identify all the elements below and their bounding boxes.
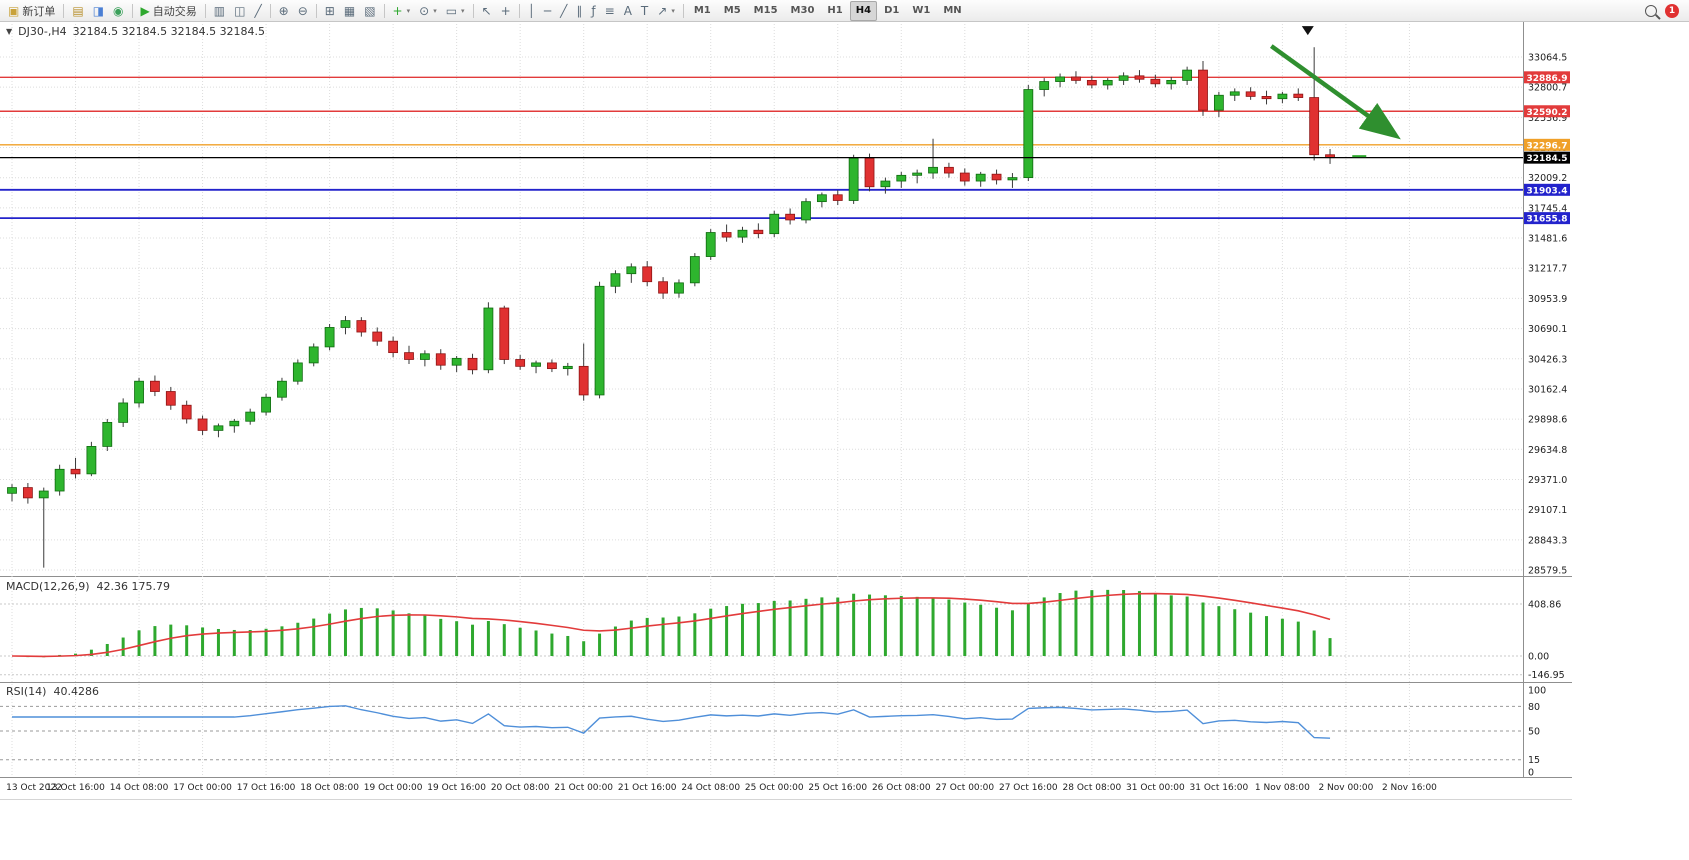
timeframe-button-m1[interactable]: M1 bbox=[693, 5, 711, 16]
macd-indicator-label: MACD(12,26,9) 42.36 175.79 bbox=[6, 580, 170, 593]
macd-name: MACD(12,26,9) bbox=[6, 580, 90, 593]
macd-panel-region[interactable] bbox=[0, 577, 1523, 682]
rsi-indicator-label: RSI(14) 40.4286 bbox=[6, 685, 99, 698]
trendline-tool-icon: ╱ bbox=[560, 3, 568, 18]
auto-arrange-icon[interactable]: ▦ bbox=[340, 2, 359, 20]
new-order-button[interactable]: ▣ 新订单 bbox=[4, 2, 59, 20]
toolbar-separator bbox=[682, 3, 684, 18]
autotrade-button[interactable]: ▶ 自动交易 bbox=[137, 2, 201, 20]
bar-chart-icon[interactable]: ▥ bbox=[210, 2, 229, 20]
main-chart-region[interactable] bbox=[0, 21, 1523, 576]
cursor-tool-icon[interactable]: ↖ bbox=[478, 2, 496, 20]
chart-caption[interactable]: ▼ DJ30-,H4 32184.5 32184.5 32184.5 32184… bbox=[6, 25, 265, 38]
line-chart-icon: ╱ bbox=[254, 3, 262, 18]
fibonacci-tool-icon[interactable]: ƒ bbox=[587, 2, 599, 20]
toolbar-separator bbox=[269, 3, 271, 18]
time-axis[interactable] bbox=[0, 777, 1572, 799]
template-button[interactable]: ▭ ▾ bbox=[442, 2, 469, 20]
toolbar-separator bbox=[63, 3, 65, 18]
new-order-button-label: 新订单 bbox=[22, 4, 56, 18]
text-label-tool-icon: T bbox=[640, 3, 649, 18]
timeframe-button-m30[interactable]: M30 bbox=[790, 5, 815, 16]
timeframe-button-h4[interactable]: H4 bbox=[849, 0, 878, 21]
rsi-name: RSI(14) bbox=[6, 685, 47, 698]
timeframe-button-d1[interactable]: D1 bbox=[884, 5, 900, 16]
auto-arrange-icon: ▦ bbox=[343, 3, 356, 18]
period-selector-icon: ⊙ bbox=[419, 3, 430, 18]
crosshair-tool-icon[interactable]: + bbox=[497, 2, 515, 20]
vertical-line-tool-icon[interactable]: │ bbox=[524, 2, 539, 20]
profile-icon: ◨ bbox=[92, 3, 105, 18]
text-tool-icon[interactable]: A bbox=[620, 2, 636, 20]
zoom-in-icon[interactable]: ⊕ bbox=[275, 2, 293, 20]
candlestick-chart-icon: ◫ bbox=[234, 3, 246, 18]
price-axis[interactable] bbox=[1523, 21, 1573, 777]
rsi-value: 40.4286 bbox=[53, 685, 99, 698]
macd-values: 42.36 175.79 bbox=[96, 580, 171, 593]
timeframe-button-h1[interactable]: H1 bbox=[827, 5, 843, 16]
chart-shift-icon: ▧ bbox=[364, 3, 376, 18]
timeframe-button-mn[interactable]: MN bbox=[943, 5, 962, 16]
fibo-lines-tool-icon[interactable]: ≡ bbox=[601, 2, 619, 20]
profile-icon[interactable]: ◨ bbox=[89, 2, 108, 20]
toolbar-separator bbox=[131, 3, 133, 18]
collapse-icon[interactable]: ▼ bbox=[6, 27, 13, 36]
new-chart-icon: + bbox=[392, 3, 403, 18]
horizontal-line-tool-icon[interactable]: ─ bbox=[540, 2, 555, 20]
caret-down-icon: ▾ bbox=[671, 6, 675, 15]
toolbar: ▣ 新订单 ▤ ◨ ◉ ▶ 自动交易 ▥ ◫ ╱ ⊕ ⊖ ⊞ ▦ ▧ + ▾ ⊙ ▾ ▭ ▾ ↖ + │ ─ ╱ ∥ ƒ ≡ A T ↗ ▾ M1… bbox=[0, 0, 1689, 22]
template-icon: ▭ bbox=[445, 3, 458, 18]
arrows-tool-icon: ↗ bbox=[657, 3, 668, 18]
notification-badge[interactable]: 1 bbox=[1665, 3, 1679, 18]
period-selector-button[interactable]: ⊙ ▾ bbox=[415, 2, 441, 20]
caret-down-icon: ▾ bbox=[461, 6, 465, 15]
text-tool-icon: A bbox=[623, 3, 632, 18]
timeframe-button-m5[interactable]: M5 bbox=[723, 5, 741, 16]
trendline-tool-icon[interactable]: ╱ bbox=[556, 2, 571, 20]
bar-chart-icon: ▥ bbox=[213, 3, 226, 18]
arrows-tool-icon[interactable]: ↗ ▾ bbox=[653, 2, 679, 20]
toolbar-separator bbox=[315, 3, 317, 18]
search-icon[interactable] bbox=[1645, 4, 1657, 17]
line-chart-icon[interactable]: ╱ bbox=[250, 2, 265, 20]
chart-shift-icon[interactable]: ▧ bbox=[360, 2, 379, 20]
chart-quotes: 32184.5 32184.5 32184.5 32184.5 bbox=[72, 25, 266, 38]
autotrade-button-label: 自动交易 bbox=[152, 4, 197, 18]
channel-tool-icon: ∥ bbox=[576, 3, 583, 18]
autotrade-icon: ▶ bbox=[140, 3, 150, 18]
new-order-icon: ▣ bbox=[8, 3, 20, 18]
candlestick-chart-icon[interactable]: ◫ bbox=[230, 2, 249, 20]
timeframe-button-m15[interactable]: M15 bbox=[753, 5, 778, 16]
toolbar-left: ▣ 新订单 ▤ ◨ ◉ ▶ 自动交易 ▥ ◫ ╱ ⊕ ⊖ ⊞ ▦ ▧ + ▾ ⊙ ▾ ▭ ▾ ↖ + │ ─ ╱ ∥ ƒ ≡ A T ↗ ▾ M1… bbox=[4, 0, 968, 21]
caret-down-icon: ▾ bbox=[433, 6, 437, 15]
support-icon[interactable]: ◉ bbox=[109, 2, 127, 20]
vertical-line-tool-icon: │ bbox=[527, 3, 535, 18]
toolbar-separator bbox=[204, 3, 206, 18]
toolbar-separator bbox=[472, 3, 474, 18]
fibonacci-tool-icon: ƒ bbox=[591, 3, 596, 18]
charts-icon[interactable]: ▤ bbox=[68, 2, 87, 20]
tile-windows-icon: ⊞ bbox=[324, 3, 335, 18]
new-chart-button[interactable]: + ▾ bbox=[389, 2, 415, 20]
support-icon: ◉ bbox=[113, 3, 124, 18]
rsi-panel-region[interactable] bbox=[0, 683, 1523, 777]
horizontal-line-tool-icon: ─ bbox=[543, 3, 552, 18]
cursor-tool-icon: ↖ bbox=[481, 3, 492, 18]
toolbar-separator bbox=[383, 3, 385, 18]
toolbar-separator bbox=[518, 3, 520, 18]
caret-down-icon: ▾ bbox=[406, 6, 411, 15]
crosshair-tool-icon: + bbox=[500, 3, 511, 18]
charts-icon: ▤ bbox=[72, 3, 84, 18]
zoom-in-icon: ⊕ bbox=[278, 3, 289, 18]
chart-symbol-period: DJ30-,H4 bbox=[18, 25, 67, 38]
text-label-tool-icon[interactable]: T bbox=[637, 2, 652, 20]
zoom-out-icon[interactable]: ⊖ bbox=[294, 2, 312, 20]
channel-tool-icon[interactable]: ∥ bbox=[572, 2, 586, 20]
zoom-out-icon: ⊖ bbox=[297, 3, 308, 18]
fibo-lines-tool-icon: ≡ bbox=[604, 3, 615, 18]
tile-windows-icon[interactable]: ⊞ bbox=[321, 2, 339, 20]
timeframe-button-w1[interactable]: W1 bbox=[912, 5, 931, 16]
toolbar-right: 1 bbox=[1645, 3, 1685, 18]
